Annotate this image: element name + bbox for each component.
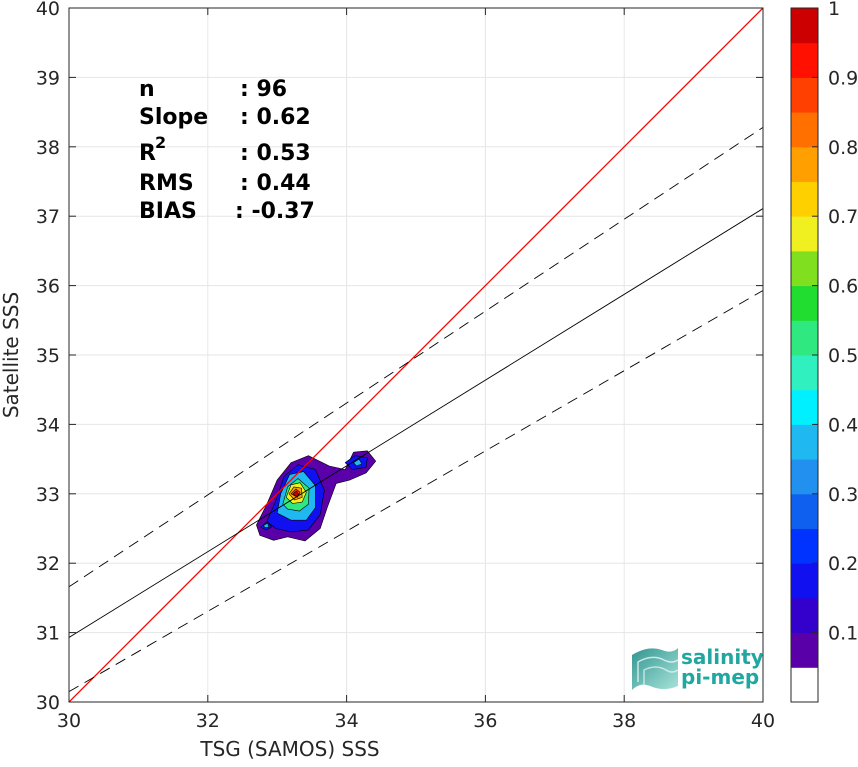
y-tick-label: 32 (36, 553, 60, 575)
x-tick-label: 30 (57, 710, 81, 732)
logo-line2: pi-mep (681, 665, 759, 689)
stat-value: : 0.53 (240, 141, 311, 166)
colorbar-segment (791, 320, 818, 356)
colorbar-segment (791, 77, 818, 113)
colorbar-segment (791, 424, 818, 460)
x-axis-label: TSG (SAMOS) SSS (199, 737, 379, 761)
y-tick-label: 30 (36, 692, 60, 714)
colorbar-tick-label: 1 (828, 0, 840, 20)
density-contour (353, 458, 363, 467)
colorbar-tick-label: 0.6 (828, 276, 858, 298)
colorbar-segment (791, 216, 818, 252)
colorbar-segment (791, 250, 818, 287)
colorbar-segment (791, 389, 818, 425)
x-tick-label: 40 (751, 710, 775, 732)
y-tick-label: 31 (36, 623, 60, 645)
x-tick-label: 34 (335, 710, 359, 732)
colorbar-segment (791, 528, 818, 564)
colorbar: 0.1 0.2 0.3 0.4 0.5 0.6 0.7 0.8 0.9 1 (790, 0, 858, 703)
stat-label: R (139, 141, 156, 166)
colorbar-segment (791, 355, 818, 391)
y-tick-label: 37 (36, 206, 60, 228)
colorbar-segment (791, 42, 818, 78)
density-contour (262, 522, 270, 529)
colorbar-segment (791, 563, 818, 599)
fit-line (69, 208, 763, 638)
y-tick-label: 38 (36, 137, 60, 159)
colorbar-segment (791, 285, 818, 321)
density-contour (292, 490, 300, 497)
x-tick-label: 32 (196, 710, 220, 732)
colorbar-segment (791, 112, 818, 148)
colorbar-segment (791, 632, 818, 668)
regression-lines (69, 8, 763, 702)
stat-value: : 96 (240, 77, 287, 102)
y-tick-label: 40 (36, 0, 60, 20)
grid (68, 7, 764, 703)
y-axis-label: Satellite SSS (0, 292, 23, 418)
identity-line (69, 8, 763, 702)
y-tick-label: 34 (36, 414, 60, 436)
stat-label: n (139, 77, 155, 102)
colorbar-segment (791, 181, 818, 217)
y-tick-label: 39 (36, 67, 60, 89)
colorbar-segment (791, 8, 818, 44)
colorbar-tick-label: 0.5 (828, 345, 858, 367)
stat-label: Slope (139, 105, 208, 130)
colorbar-tick-label: 0.9 (828, 67, 858, 89)
y-tick-label: 33 (36, 484, 60, 506)
stat-value: : 0.62 (240, 105, 311, 130)
x-tick-label: 36 (473, 710, 497, 732)
stat-superscript: 2 (155, 133, 166, 152)
lower-bound-line (69, 290, 763, 692)
colorbar-segment (791, 493, 818, 529)
stat-value: : -0.37 (235, 199, 315, 224)
density-contours (256, 450, 377, 542)
colorbar-tick-label: 0.2 (828, 553, 858, 575)
logo-line1: salinity (681, 645, 764, 669)
upper-bound-line (69, 126, 763, 588)
y-axis-ticks: 30 31 32 33 34 35 36 37 38 39 40 (36, 0, 763, 714)
x-axis-ticks: 30 32 34 36 38 40 (57, 8, 775, 732)
x-tick-label: 38 (612, 710, 636, 732)
logo: salinity pi-mep (632, 645, 764, 690)
colorbar-tick-label: 0.8 (828, 137, 858, 159)
colorbar-segment (791, 146, 818, 182)
stat-label: RMS (139, 171, 194, 196)
colorbar-segment (791, 459, 818, 495)
stat-value: : 0.44 (240, 171, 311, 196)
colorbar-segment (791, 597, 818, 634)
colorbar-tick-label: 0.3 (828, 484, 858, 506)
y-tick-label: 36 (36, 276, 60, 298)
y-tick-label: 35 (36, 345, 60, 367)
colorbar-tick-label: 0.1 (828, 623, 858, 645)
logo-waves-icon (632, 648, 679, 690)
colorbar-segment (791, 667, 818, 703)
colorbar-tick-label: 0.7 (828, 206, 858, 228)
colorbar-tick-label: 0.4 (828, 414, 858, 436)
statistics-box: n : 96 Slope : 0.62 R 2 : 0.53 RMS : 0.44 BIAS : -… (139, 77, 315, 224)
stat-label: BIAS (139, 199, 197, 224)
